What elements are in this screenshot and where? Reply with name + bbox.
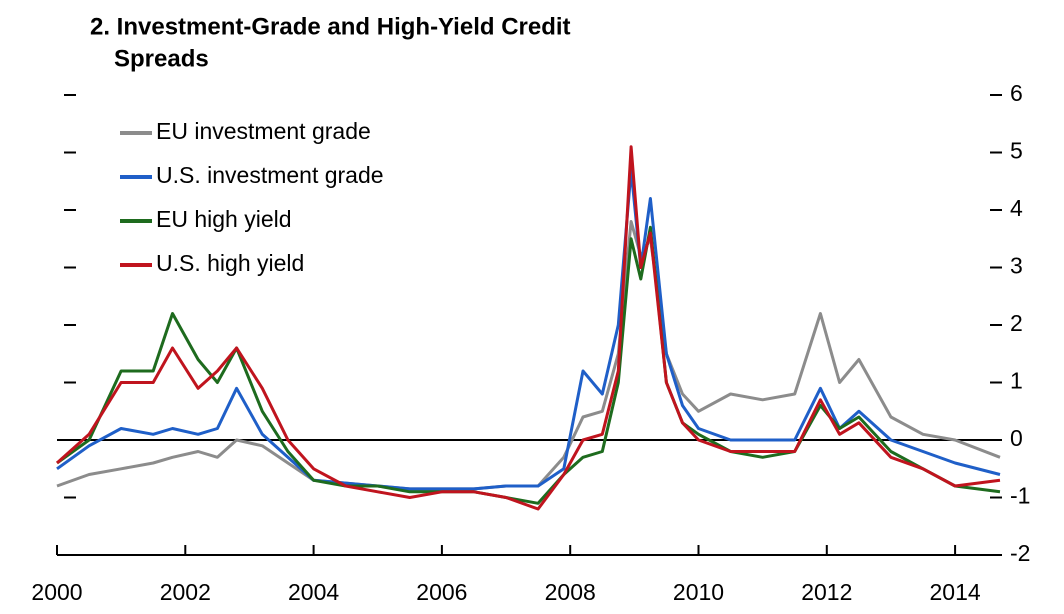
series-line xyxy=(56,225,1001,505)
y-tick-label: -2 xyxy=(1010,540,1030,566)
y-tick-label: 6 xyxy=(1010,80,1023,106)
x-tick-label: 2006 xyxy=(416,579,467,605)
y-tick-label: 4 xyxy=(1010,195,1023,221)
y-tick-label: 3 xyxy=(1010,253,1023,279)
x-tick-label: 2014 xyxy=(930,579,981,605)
x-tick-label: 2002 xyxy=(160,579,211,605)
legend-label: EU high yield xyxy=(156,206,292,232)
legend-label: U.S. investment grade xyxy=(156,162,384,188)
x-tick-label: 2010 xyxy=(673,579,724,605)
x-tick-label: 2008 xyxy=(545,579,596,605)
chart-title: 2. Investment-Grade and High-Yield Credi… xyxy=(90,13,571,40)
series-line xyxy=(56,145,1001,511)
y-tick-label: 2 xyxy=(1010,310,1023,336)
x-tick-label: 2000 xyxy=(31,579,82,605)
series-line xyxy=(56,220,1001,491)
y-tick-label: 0 xyxy=(1010,425,1023,451)
series-line xyxy=(56,168,1001,491)
y-tick-label: 5 xyxy=(1010,138,1023,164)
chart-title: Spreads xyxy=(114,45,209,72)
y-tick-label: 1 xyxy=(1010,368,1023,394)
x-tick-label: 2012 xyxy=(801,579,852,605)
y-tick-label: -1 xyxy=(1010,483,1030,509)
legend-label: EU investment grade xyxy=(156,118,371,144)
legend-label: U.S. high yield xyxy=(156,250,304,276)
x-tick-label: 2004 xyxy=(288,579,339,605)
